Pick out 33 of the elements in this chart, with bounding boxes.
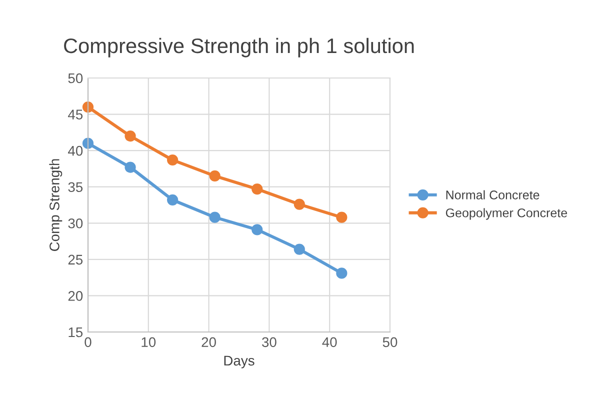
x-tick-label: 40: [322, 337, 337, 348]
point: [252, 224, 263, 236]
y-tick-label: 40: [68, 146, 83, 156]
point: [336, 212, 348, 223]
point: [294, 198, 305, 210]
y-tick-label: 50: [68, 73, 83, 84]
point: [124, 130, 136, 142]
point: [336, 268, 348, 279]
y-tick-label: 35: [68, 182, 83, 192]
y-tick-label: 45: [68, 110, 83, 120]
point: [252, 183, 263, 195]
point: [294, 244, 305, 255]
point: [209, 170, 220, 182]
point: [82, 138, 94, 149]
legend-label: Normal Concrete: [446, 190, 540, 200]
chart-title: Compressive Strength in ph 1 solution: [64, 38, 414, 58]
y-axis-title: Comp Strength: [49, 159, 62, 251]
x-axis-title: Days: [224, 356, 254, 368]
y-tick-label: 15: [68, 327, 83, 338]
point: [209, 212, 220, 223]
x-tick-label: 0: [84, 337, 92, 348]
point: [124, 162, 136, 173]
point: [167, 154, 178, 166]
x-tick-label: 30: [262, 337, 276, 348]
x-tick-label: 20: [202, 337, 216, 348]
point: [167, 194, 178, 206]
point: [82, 101, 94, 113]
y-tick-label: 25: [68, 254, 83, 265]
y-tick-label: 20: [68, 291, 83, 301]
x-tick-label: 10: [142, 337, 156, 348]
x-tick-label: 50: [382, 337, 398, 348]
legend-label: Geopolymer Concrete: [446, 208, 568, 220]
y-tick-label: 30: [68, 218, 83, 228]
